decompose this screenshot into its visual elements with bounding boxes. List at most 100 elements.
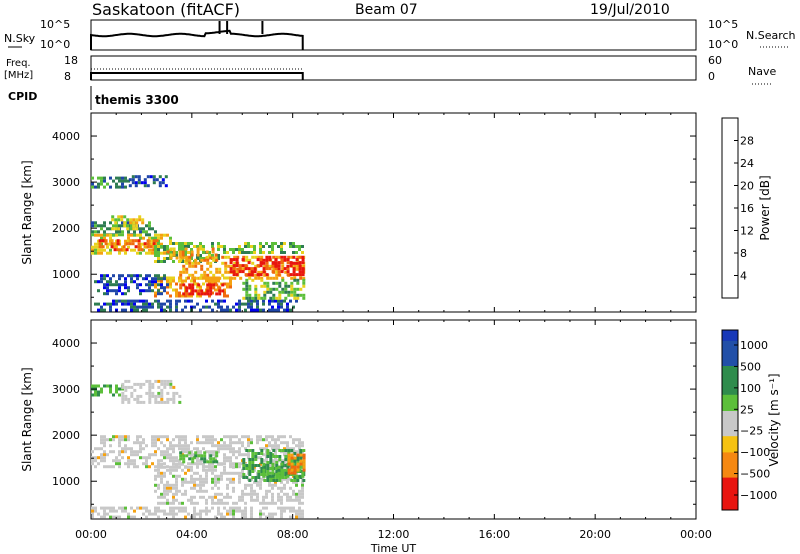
heatmap-cell bbox=[250, 441, 253, 445]
heatmap-cell bbox=[142, 462, 145, 466]
heatmap-cell bbox=[274, 450, 277, 454]
heatmap-cell bbox=[172, 498, 175, 502]
heatmap-cell bbox=[209, 460, 213, 464]
heatmap-cell bbox=[139, 292, 142, 296]
heatmap-cell bbox=[226, 486, 229, 490]
heatmap-cell bbox=[166, 512, 169, 516]
heatmap-cell bbox=[220, 444, 223, 448]
heatmap-cell bbox=[295, 273, 299, 277]
heatmap-cell bbox=[151, 462, 154, 466]
heatmap-cell bbox=[260, 255, 264, 259]
heatmap-cell bbox=[94, 245, 97, 249]
heatmap-cell bbox=[205, 299, 208, 303]
heatmap-cell bbox=[184, 471, 187, 475]
heatmap-cell bbox=[187, 453, 190, 457]
heatmap-cell bbox=[247, 273, 251, 277]
heatmap-cell bbox=[160, 394, 164, 398]
heatmap-cell bbox=[188, 286, 192, 290]
heatmap-cell bbox=[220, 438, 223, 442]
x-tick-label: 00:00 bbox=[680, 528, 712, 541]
heatmap-cell bbox=[253, 489, 256, 493]
heatmap-cell bbox=[268, 468, 271, 472]
heatmap-cell bbox=[281, 287, 285, 291]
y-tick-label: 2000 bbox=[52, 222, 80, 235]
heatmap-cell bbox=[245, 287, 249, 291]
heatmap-cell bbox=[286, 261, 290, 265]
heatmap-cell bbox=[196, 247, 200, 251]
heatmap-cell bbox=[178, 250, 182, 254]
nave-ytick-label: 0 bbox=[708, 70, 715, 83]
heatmap-cell bbox=[232, 512, 235, 516]
heatmap-cell bbox=[223, 515, 226, 519]
velocity-colorbar-cell bbox=[722, 394, 738, 412]
heatmap-cell bbox=[269, 264, 273, 268]
heatmap-cell bbox=[169, 276, 172, 280]
heatmap-cell bbox=[260, 278, 264, 282]
heatmap-cell bbox=[121, 400, 125, 404]
heatmap-cell bbox=[91, 224, 94, 228]
heatmap-cell bbox=[229, 276, 232, 280]
heatmap-cell bbox=[295, 299, 298, 303]
heatmap-cell bbox=[115, 299, 118, 303]
heatmap-cell bbox=[97, 230, 100, 234]
heatmap-cell bbox=[265, 264, 269, 268]
heatmap-cell bbox=[187, 242, 190, 245]
heatmap-cell bbox=[142, 227, 145, 231]
heatmap-cell bbox=[284, 287, 288, 291]
heatmap-cell bbox=[118, 441, 121, 445]
heatmap-cell bbox=[130, 305, 133, 309]
heatmap-cell bbox=[133, 274, 136, 278]
heatmap-cell bbox=[238, 498, 241, 502]
heatmap-cell bbox=[169, 444, 172, 448]
heatmap-cell bbox=[94, 459, 97, 463]
heatmap-cell bbox=[271, 459, 274, 463]
heatmap-cell bbox=[172, 444, 175, 448]
heatmap-cell bbox=[184, 515, 187, 519]
heatmap-cell bbox=[271, 447, 274, 451]
heatmap-cell bbox=[238, 267, 242, 271]
heatmap-cell bbox=[280, 270, 284, 274]
heatmap-cell bbox=[268, 489, 271, 493]
heatmap-cell bbox=[185, 258, 189, 262]
heatmap-cell bbox=[284, 270, 288, 274]
heatmap-cell bbox=[224, 261, 228, 265]
heatmap-cell bbox=[292, 245, 295, 248]
heatmap-cell bbox=[256, 480, 259, 484]
heatmap-cell bbox=[118, 277, 121, 281]
heatmap-cell bbox=[268, 299, 271, 303]
heatmap-cell bbox=[215, 292, 219, 296]
heatmap-cell bbox=[250, 509, 253, 513]
heatmap-cell bbox=[223, 294, 226, 298]
heatmap-cell bbox=[199, 441, 202, 445]
heatmap-cell bbox=[259, 483, 262, 487]
heatmap-cell bbox=[157, 391, 161, 395]
heatmap-cell bbox=[155, 239, 159, 243]
heatmap-cell bbox=[220, 474, 223, 478]
heatmap-cell bbox=[256, 302, 259, 306]
heatmap-cell bbox=[97, 289, 100, 293]
heatmap-cell bbox=[268, 515, 271, 519]
heatmap-cell bbox=[184, 480, 187, 484]
heatmap-cell bbox=[268, 258, 272, 262]
heatmap-cell bbox=[166, 438, 169, 442]
heatmap-cell bbox=[283, 492, 286, 496]
heatmap-cell bbox=[160, 471, 163, 475]
heatmap-cell bbox=[124, 447, 127, 451]
heatmap-cell bbox=[217, 447, 220, 451]
heatmap-cell bbox=[145, 391, 149, 395]
heatmap-cell bbox=[277, 495, 280, 499]
heatmap-cell bbox=[103, 179, 106, 183]
heatmap-cell bbox=[151, 289, 154, 293]
heatmap-cell bbox=[235, 441, 238, 445]
heatmap-cell bbox=[191, 276, 195, 280]
heatmap-cell bbox=[301, 471, 305, 475]
heatmap-cell bbox=[220, 308, 223, 312]
heatmap-cell bbox=[226, 512, 229, 516]
velocity-colorbar-label: −100 bbox=[740, 446, 770, 459]
heatmap-cell bbox=[271, 465, 275, 469]
heatmap-cell bbox=[91, 459, 94, 463]
heatmap-cell bbox=[286, 258, 290, 262]
heatmap-cell bbox=[129, 221, 133, 225]
velocity-colorbar-cell bbox=[722, 366, 738, 396]
heatmap-cell bbox=[271, 486, 274, 490]
